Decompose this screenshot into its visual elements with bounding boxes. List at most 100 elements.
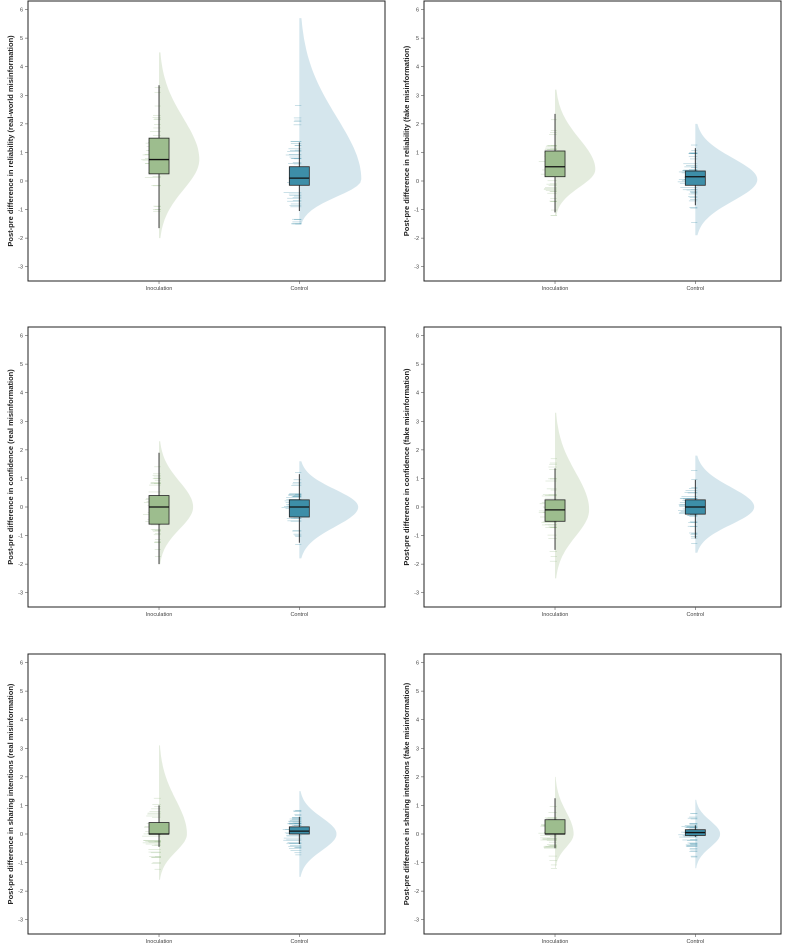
x-tick-label: Inoculation	[146, 286, 173, 292]
density-inoculation	[555, 412, 590, 579]
y-tick-label: 3	[20, 419, 23, 425]
y-tick-label: 0	[416, 179, 419, 185]
x-tick-label: Inoculation	[542, 286, 569, 292]
y-tick-label: 5	[20, 362, 23, 368]
y-tick-label: 5	[20, 36, 23, 42]
y-tick-label: 0	[416, 505, 419, 511]
y-tick-label: 6	[20, 334, 23, 340]
rug-control	[282, 809, 302, 856]
box-control	[288, 166, 310, 186]
box-control	[288, 499, 310, 518]
y-tick-label: 3	[20, 746, 23, 752]
density-control	[695, 123, 758, 236]
y-axis-label: Post-pre difference in confidence (fake …	[402, 368, 411, 566]
y-tick-label: 2	[416, 448, 419, 454]
y-tick-label: -1	[414, 861, 419, 867]
box-inoculation	[148, 822, 170, 835]
y-axis-label: Post-pre difference in reliability (real…	[6, 35, 15, 247]
y-axis-label: Post-pre difference in sharing intention…	[402, 682, 411, 905]
y-tick-label: 1	[416, 803, 419, 809]
y-tick-label: 1	[20, 150, 23, 156]
box-inoculation	[544, 819, 566, 835]
y-tick-label: 4	[416, 65, 419, 71]
y-tick-label: 1	[20, 803, 23, 809]
y-tick-label: 0	[20, 179, 23, 185]
panel-frame	[423, 326, 782, 608]
y-tick-label: 2	[416, 775, 419, 781]
box-control	[288, 826, 310, 835]
panel-6: -3 -2 -1 0 1 2 3 4 5 6 Post-pre difference in shar…	[402, 653, 782, 945]
y-tick-label: -3	[414, 591, 419, 597]
y-tick-label: 3	[416, 419, 419, 425]
y-tick-label: 2	[20, 448, 23, 454]
box-inoculation	[148, 137, 170, 175]
y-tick-label: 0	[20, 832, 23, 838]
box-inoculation	[148, 495, 170, 525]
y-tick-label: -3	[414, 918, 419, 924]
density-control	[299, 18, 362, 224]
y-tick-label: 6	[416, 334, 419, 340]
y-tick-label: -2	[18, 562, 23, 568]
y-tick-label: 5	[416, 36, 419, 42]
panel-frame	[27, 326, 386, 608]
density-control	[299, 461, 359, 559]
y-axis-label: Post-pre difference in reliability (fake…	[402, 45, 411, 236]
density-inoculation	[159, 52, 200, 239]
y-tick-label: 4	[416, 391, 419, 397]
y-tick-label: -2	[414, 889, 419, 895]
panel-5: -3 -2 -1 0 1 2 3 4 5 6 Post-pre difference in shar…	[6, 653, 386, 945]
y-tick-label: -1	[414, 208, 419, 214]
y-tick-label: -1	[414, 534, 419, 540]
y-tick-label: 6	[416, 8, 419, 14]
y-tick-label: 3	[416, 93, 419, 99]
box-control	[684, 170, 706, 186]
y-tick-label: 4	[20, 718, 23, 724]
density-inoculation	[159, 745, 187, 880]
density-control	[695, 799, 721, 869]
panel-frame	[423, 653, 782, 935]
y-tick-label: 6	[20, 661, 23, 667]
y-tick-label: -2	[414, 236, 419, 242]
y-tick-label: 5	[20, 689, 23, 695]
panel-frame	[423, 0, 782, 282]
y-tick-label: -3	[18, 918, 23, 924]
y-tick-label: -3	[18, 591, 23, 597]
y-tick-label: 5	[416, 689, 419, 695]
panel-1: -3 -2 -1 0 1 2 3 4 5 6 Post-pre difference in reli…	[6, 0, 386, 292]
x-tick-label: Control	[686, 939, 704, 945]
y-tick-label: -3	[414, 265, 419, 271]
box-inoculation	[544, 150, 566, 178]
y-tick-label: 2	[20, 122, 23, 128]
density-inoculation	[159, 441, 194, 565]
y-tick-label: -1	[18, 208, 23, 214]
y-tick-label: -2	[18, 889, 23, 895]
y-tick-label: 0	[20, 505, 23, 511]
panel-frame	[27, 653, 386, 935]
x-tick-label: Inoculation	[146, 939, 173, 945]
y-tick-label: 5	[416, 362, 419, 368]
x-tick-label: Control	[290, 286, 308, 292]
x-tick-label: Inoculation	[542, 612, 569, 618]
x-tick-label: Inoculation	[542, 939, 569, 945]
y-tick-label: 3	[416, 746, 419, 752]
y-tick-label: -1	[18, 534, 23, 540]
rug-control	[677, 144, 698, 223]
density-control	[695, 455, 755, 553]
x-tick-label: Control	[686, 612, 704, 618]
box-inoculation	[544, 499, 566, 522]
y-tick-label: 2	[416, 122, 419, 128]
y-tick-label: 6	[416, 661, 419, 667]
y-tick-label: 1	[20, 476, 23, 482]
y-tick-label: 6	[20, 8, 23, 14]
y-tick-label: 1	[416, 476, 419, 482]
density-inoculation	[555, 89, 596, 216]
y-tick-label: -2	[414, 562, 419, 568]
y-tick-label: -3	[18, 265, 23, 271]
y-tick-label: 4	[20, 391, 23, 397]
y-tick-label: 3	[20, 93, 23, 99]
y-tick-label: -1	[18, 861, 23, 867]
y-tick-label: 4	[20, 65, 23, 71]
y-tick-label: 4	[416, 718, 419, 724]
y-axis-label: Post-pre difference in sharing intention…	[6, 683, 15, 904]
x-tick-label: Control	[290, 612, 308, 618]
